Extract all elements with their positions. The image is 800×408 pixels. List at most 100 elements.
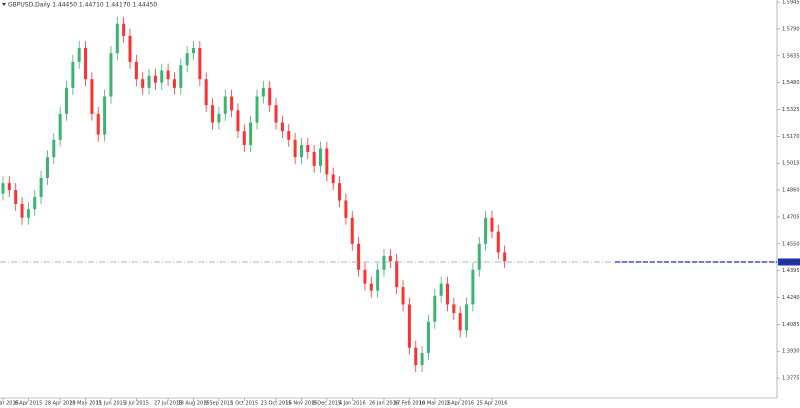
candle-body [299,145,303,158]
candle-body [350,217,354,244]
x-tick-label: 18 Aug 2015 [177,401,209,407]
candle-body [39,177,43,198]
x-tick-label: 11 Jun 2015 [96,401,126,407]
candle-body [230,96,234,111]
candle-body [1,183,5,194]
candle-body [90,79,94,114]
candle-body [65,87,68,114]
candle-body [58,113,62,140]
candle-body [465,304,469,331]
y-tick-label: 1.5015 [782,161,800,167]
candle-body [217,113,221,123]
y-tick-label: 1.5790 [782,26,800,32]
symbol-icon [2,3,6,6]
candle-body [338,183,342,201]
candle-body [287,131,291,140]
x-tick-label: 23 Oct 2015 [261,401,292,407]
candle-body [172,79,176,88]
candle-body [134,61,138,80]
candle-body [179,65,183,88]
candle-body [312,151,316,166]
candle-body [160,70,164,83]
candle-body [249,122,253,146]
candle-body [369,283,373,291]
candle-body [84,47,88,80]
candle-body [325,148,329,175]
x-tick-label: 27 Jul 2015 [154,401,182,407]
candle-body [439,283,443,296]
x-tick-label: 1 Oct 2015 [230,401,258,407]
candle-body [192,47,195,54]
candle-body [77,47,81,62]
candle-body [255,96,259,123]
candle-body [268,87,272,106]
candle-body [204,79,208,106]
y-tick-label: 1.5945 [782,0,800,6]
candle-body [395,261,399,288]
candle-body [236,110,240,132]
candle-body [185,53,189,66]
candle-body [115,23,119,54]
candle-body [103,96,107,135]
candle-body [45,157,49,178]
x-tick-label: 25 Apr 2016 [476,401,507,407]
x-tick-label: 1 Apr 2016 [446,401,474,407]
y-tick-label: 1.4085 [782,322,800,328]
y-tick-label: 1.4240 [782,295,800,301]
candle-body [14,190,18,204]
candle-body [147,75,151,88]
candle-body [211,105,215,123]
y-tick-label: 1.5480 [782,80,800,86]
candle-body [71,61,75,88]
y-tick-label: 1.4860 [782,188,800,194]
x-tick-label: 6 Apr 2015 [15,401,43,407]
candle-body [426,321,430,353]
bid-label-box [778,258,800,266]
candle-body [388,255,392,262]
x-tick-label: 28 Apr 2015 [45,401,76,407]
candle-body [490,217,494,232]
candle-body [109,53,113,97]
candle-body [477,243,481,270]
x-tick-label: 9 Sep 2015 [205,401,234,407]
candle-body [363,269,367,284]
y-tick-label: 1.4550 [782,241,800,247]
candle-body [458,313,462,331]
candle-body [274,105,278,123]
candle-body [20,203,24,218]
candle-body [96,113,100,135]
candle-body [401,287,405,305]
candle-body [198,47,202,80]
candle-body [33,197,37,210]
x-tick-label: 4 Jan 2016 [339,401,366,407]
candle-body [306,145,310,152]
candle-body [122,23,126,36]
x-tick-label: 8 Dec 2015 [312,401,341,407]
candle-body [26,209,30,218]
candle-body [319,148,322,166]
candle-body [357,243,361,270]
y-tick-label: 1.4395 [782,268,800,274]
candle-body [166,70,170,80]
y-tick-label: 1.5170 [782,134,800,140]
candle-body [242,131,246,146]
candle-body [414,347,418,366]
candle-body [484,217,488,244]
y-tick-label: 1.5635 [782,53,800,59]
x-tick-label: 16 Nov 2015 [285,401,317,407]
candle-body [452,304,456,314]
candle-body [471,269,475,305]
x-tick-label: 26 Jan 2016 [369,401,399,407]
candle-body [128,35,132,62]
candle-body [141,79,145,88]
candle-body [7,183,11,191]
candle-body [382,255,386,270]
x-tick-label: 20 May 2015 [69,401,102,407]
x-tick-label: 3 Jul 2015 [124,401,149,407]
x-tick-label: 10 Mar 2016 [419,401,451,407]
x-tick-label: 17 Feb 2016 [394,401,425,407]
candle-body [280,122,284,132]
y-tick-label: 1.3930 [782,349,800,355]
